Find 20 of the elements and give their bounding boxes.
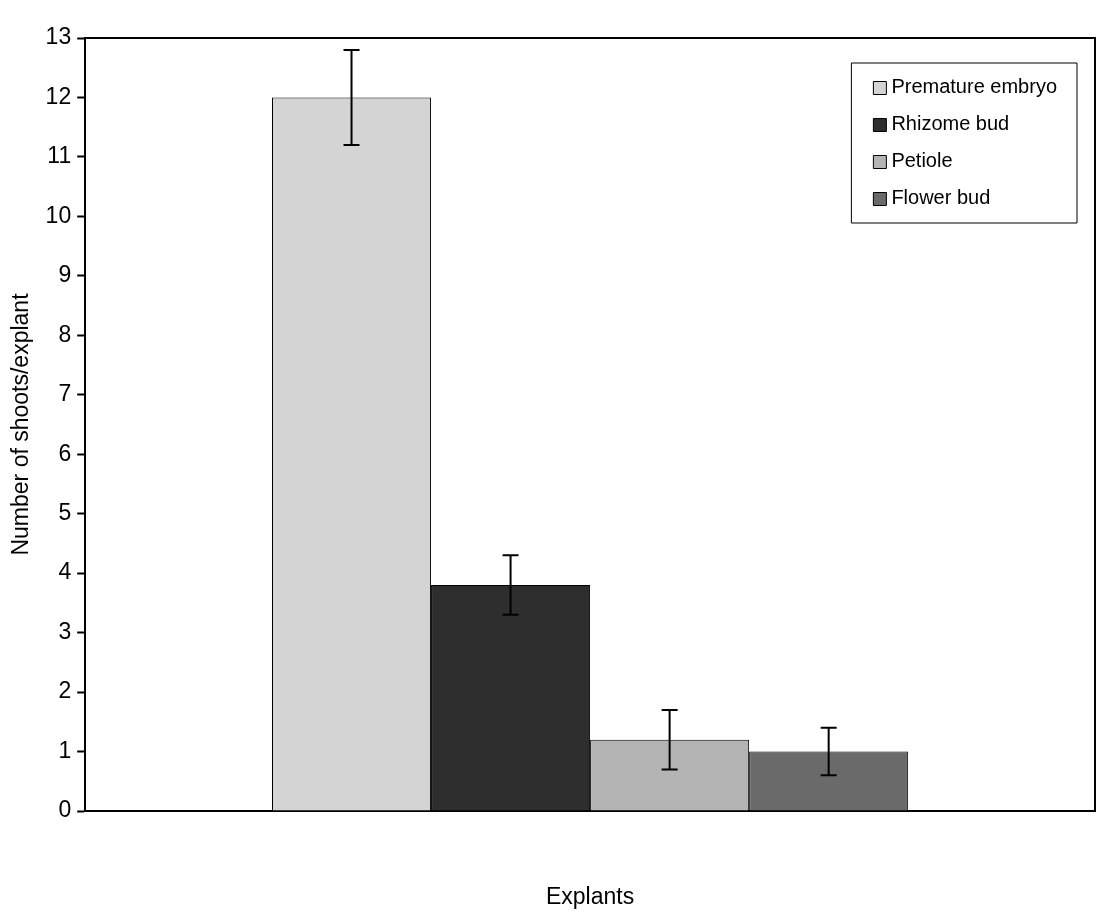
y-tick-label: 6 — [58, 439, 72, 466]
y-tick-label: 8 — [58, 320, 72, 347]
y-tick-label: 2 — [58, 677, 72, 704]
y-tick-label: 11 — [47, 142, 72, 169]
y-tick-label: 3 — [58, 617, 72, 644]
legend-label: Premature embryo — [891, 75, 1058, 98]
y-tick-label: 5 — [58, 499, 72, 526]
x-axis-title: Explants — [545, 882, 635, 909]
y-tick-label: 0 — [58, 796, 72, 823]
y-tick-label: 12 — [45, 82, 72, 109]
legend-label: Rhizome bud — [891, 112, 1010, 135]
y-tick-label: 9 — [58, 261, 72, 288]
y-tick-label: 1 — [58, 736, 72, 763]
y-tick-label: 7 — [58, 380, 72, 407]
y-axis-title: Number of shoots/explant — [7, 292, 34, 556]
y-tick-label: 10 — [45, 201, 72, 228]
y-tick-label: 13 — [45, 23, 72, 50]
legend-label: Petiole — [891, 149, 953, 172]
y-tick-label: 4 — [58, 558, 72, 585]
legend-label: Flower bud — [891, 186, 991, 209]
